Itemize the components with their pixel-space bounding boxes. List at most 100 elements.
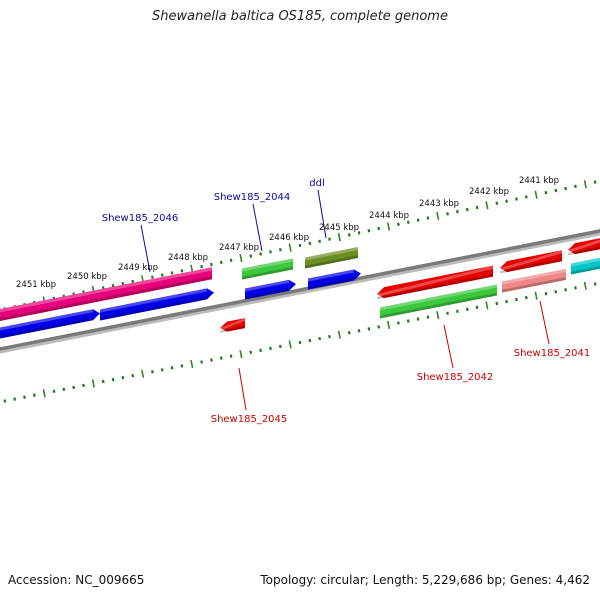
forward-gene-label[interactable]: ddl bbox=[309, 178, 324, 189]
inner-ring-minor-tick bbox=[72, 385, 76, 390]
feature-green-shew185-2042[interactable] bbox=[380, 284, 497, 319]
outer-ring-minor-tick bbox=[367, 229, 371, 233]
outer-ring-minor-tick bbox=[249, 254, 253, 258]
inner-ring-minor-tick bbox=[180, 364, 184, 368]
outer-ring-major-tick bbox=[239, 254, 243, 263]
inner-ring-minor-tick bbox=[101, 379, 105, 384]
feature-blue-forward-b-body bbox=[100, 288, 214, 321]
inner-ring-minor-tick bbox=[465, 307, 469, 312]
outer-ring-minor-tick bbox=[524, 195, 528, 199]
inner-ring-major-tick bbox=[485, 301, 489, 310]
feature-red-shew185-2042a[interactable] bbox=[377, 265, 493, 300]
outer-ring-minor-tick bbox=[111, 283, 115, 288]
outer-ring-minor-tick bbox=[377, 226, 381, 231]
outer-ring-major-tick bbox=[288, 243, 292, 252]
axis-tick-label: 2444 kbp bbox=[369, 211, 409, 221]
feature-blue-ddl[interactable] bbox=[308, 269, 361, 290]
outer-ring-minor-tick bbox=[515, 197, 518, 201]
feature-red-shew185-2042a-highlight bbox=[377, 265, 493, 298]
outer-ring-minor-tick bbox=[505, 199, 508, 203]
feature-blue-forward-b-highlight bbox=[100, 288, 207, 313]
accession-text: Accession: NC_009665 bbox=[8, 573, 145, 587]
inner-ring-minor-tick bbox=[328, 334, 331, 339]
outer-ring-minor-tick bbox=[210, 262, 213, 267]
axis-tick-label: 2448 kbp bbox=[168, 253, 208, 263]
feature-blue-shew185-2044[interactable] bbox=[245, 279, 296, 300]
feature-green-shew185-2042-highlight bbox=[380, 284, 497, 311]
outer-ring-minor-tick bbox=[160, 273, 164, 277]
feature-cyan-edge[interactable] bbox=[571, 256, 600, 275]
outer-ring-minor-tick bbox=[180, 269, 184, 273]
feature-olive-ddl-highlight bbox=[305, 247, 358, 261]
outer-ring-minor-tick bbox=[200, 264, 203, 269]
outer-ring-minor-tick bbox=[131, 279, 135, 284]
feature-pink-forward[interactable] bbox=[0, 267, 212, 322]
feature-cyan-edge-body bbox=[571, 257, 600, 275]
reverse-gene-label[interactable]: Shew185_2045 bbox=[211, 414, 288, 425]
gene-label-layer: Shew185_2046 Shew185_2044 ddl Shew185_2045 S… bbox=[102, 178, 591, 425]
inner-ring-minor-tick bbox=[367, 327, 371, 331]
feature-red-shew185-2041a[interactable] bbox=[500, 250, 562, 274]
inner-ring-minor-tick bbox=[229, 354, 233, 358]
feature-olive-ddl[interactable] bbox=[305, 247, 358, 269]
outer-ring-minor-tick bbox=[219, 260, 223, 265]
inner-ring-major-tick bbox=[288, 340, 292, 349]
feature-green-shew185-2044-highlight bbox=[242, 258, 293, 272]
inner-ring-minor-tick bbox=[151, 370, 154, 374]
inner-ring-minor-tick bbox=[377, 325, 381, 329]
feature-blue-shew185-2044-highlight bbox=[245, 279, 289, 292]
feature-blue-forward-a[interactable] bbox=[0, 309, 100, 339]
feature-blue-shew185-2044-body bbox=[245, 279, 296, 300]
inner-ring-major-tick bbox=[91, 379, 95, 388]
feature-green-shew185-2044[interactable] bbox=[242, 258, 293, 280]
outer-ring-minor-tick bbox=[259, 252, 263, 256]
inner-ring-minor-tick bbox=[249, 350, 253, 354]
inner-ring-minor-tick bbox=[505, 299, 508, 304]
feature-salmon-shew185-2041[interactable] bbox=[502, 268, 566, 293]
forward-gene-leader-line bbox=[252, 203, 263, 252]
outer-ring-minor-tick bbox=[308, 241, 312, 246]
outer-ring-minor-tick bbox=[406, 220, 410, 224]
feature-blue-ddl-body bbox=[308, 269, 361, 290]
feature-red-edge[interactable] bbox=[568, 236, 600, 256]
feature-pink-forward-shade bbox=[0, 276, 212, 322]
outer-ring-minor-tick bbox=[278, 248, 282, 252]
inner-ring-minor-tick bbox=[298, 340, 302, 345]
feature-pink-forward-body bbox=[0, 267, 212, 322]
feature-blue-forward-b-shade bbox=[100, 296, 207, 321]
inner-ring-minor-tick bbox=[406, 319, 410, 323]
feature-blue-forward-b[interactable] bbox=[100, 288, 214, 321]
reverse-gene-label[interactable]: Shew185_2041 bbox=[514, 348, 591, 359]
feature-red-edge-shade bbox=[568, 246, 600, 256]
feature-blue-forward-a-body bbox=[0, 309, 100, 339]
inner-ring-minor-tick bbox=[574, 286, 577, 290]
reverse-gene-label[interactable]: Shew185_2042 bbox=[417, 372, 494, 383]
inner-ring-minor-tick bbox=[416, 317, 420, 321]
outer-ring-minor-tick bbox=[465, 207, 469, 212]
forward-gene-label[interactable]: Shew185_2044 bbox=[214, 192, 291, 203]
outer-ring-minor-tick bbox=[554, 188, 558, 193]
inner-ring-minor-tick bbox=[200, 360, 203, 364]
feature-green-shew185-2044-body bbox=[242, 258, 293, 280]
inner-ring-minor-tick bbox=[544, 292, 548, 296]
outer-ring-minor-tick bbox=[426, 216, 430, 220]
outer-ring-minor-tick bbox=[475, 205, 479, 210]
feature-green-shew185-2044-shade bbox=[242, 266, 293, 280]
outer-ring-minor-tick bbox=[298, 243, 302, 248]
outer-ring-major-tick bbox=[436, 211, 440, 220]
inner-ring-major-tick bbox=[190, 359, 194, 369]
outer-ring-minor-tick bbox=[328, 237, 331, 241]
outer-ring-minor-tick bbox=[357, 231, 361, 235]
forward-gene-label[interactable]: Shew185_2046 bbox=[102, 213, 179, 224]
reverse-gene-leader-line bbox=[539, 300, 550, 345]
reverse-gene-leader-line bbox=[238, 367, 247, 411]
inner-ring-major-tick bbox=[239, 350, 243, 359]
outer-ring-major-tick bbox=[386, 222, 391, 231]
inner-ring-minor-tick bbox=[554, 290, 558, 294]
outer-ring-minor-tick bbox=[416, 218, 420, 222]
inner-ring-minor-tick bbox=[13, 397, 17, 401]
inner-ring-minor-tick bbox=[3, 399, 7, 403]
feature-blue-shew185-2044-shade bbox=[245, 288, 289, 300]
outer-ring-minor-tick bbox=[593, 180, 597, 184]
feature-red-shew185-2045[interactable] bbox=[220, 318, 245, 333]
